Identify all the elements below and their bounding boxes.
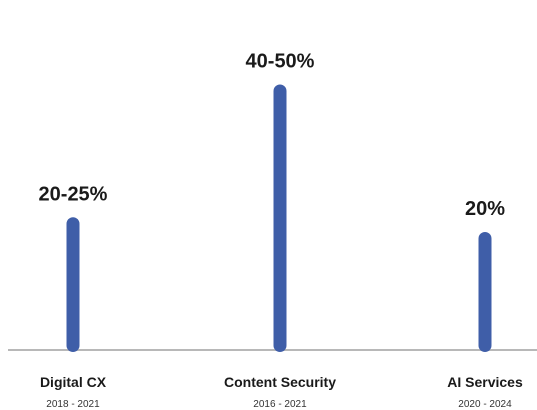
category-label-2: AI Services bbox=[447, 374, 523, 390]
data-label-0: 20-25% bbox=[39, 183, 108, 205]
category-label-0: Digital CX bbox=[40, 374, 107, 390]
data-label-1: 40-50% bbox=[246, 51, 315, 73]
bar-2 bbox=[478, 232, 492, 352]
category-label-1: Content Security bbox=[224, 374, 336, 390]
bar-0 bbox=[66, 217, 80, 352]
bars-group: 20-25% Digital CX 2018 - 2021 40-50% Content… bbox=[39, 51, 523, 410]
bar-1 bbox=[273, 84, 287, 352]
period-label-2: 2020 - 2024 bbox=[458, 399, 512, 410]
period-label-1: 2016 - 2021 bbox=[253, 399, 307, 410]
period-label-0: 2018 - 2021 bbox=[46, 399, 100, 410]
data-label-2: 20% bbox=[465, 198, 505, 220]
